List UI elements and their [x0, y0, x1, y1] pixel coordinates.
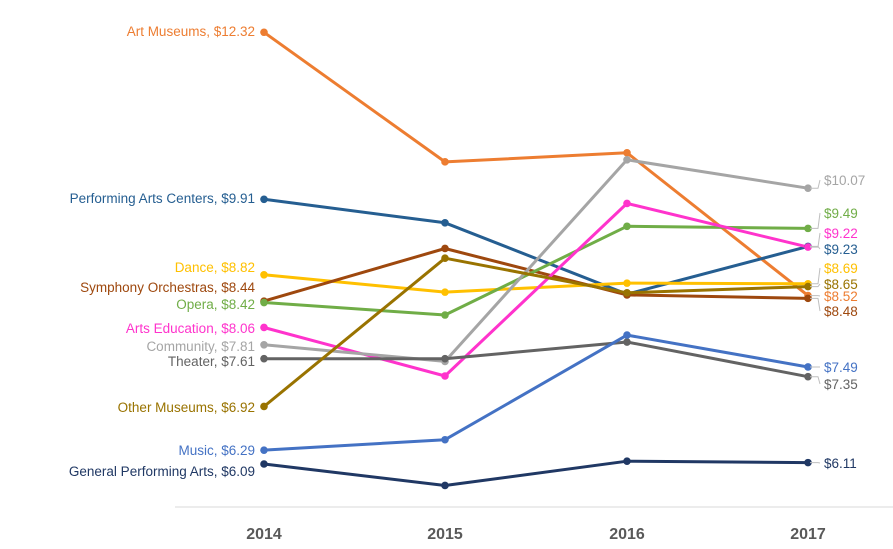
right-label-arts-education: $9.22 — [824, 226, 858, 241]
data-point-theater-2016 — [623, 338, 631, 346]
series-line-dance — [263, 273, 809, 294]
right-label-music: $7.49 — [824, 360, 858, 375]
data-point-general-performing-arts-2016 — [623, 457, 631, 466]
leader-line-dance — [810, 267, 821, 285]
right-label-performing-arts-centers: $9.23 — [824, 242, 858, 257]
data-point-community-2016 — [623, 155, 631, 164]
data-point-music-2017 — [804, 363, 812, 371]
data-point-music-2016 — [623, 331, 631, 339]
data-labels: Art Museums, $12.32 $8.52 Performing Arts … — [69, 24, 865, 479]
right-label-other-museums: $8.65 — [824, 277, 858, 292]
data-point-theater-2014 — [260, 354, 268, 363]
data-point-other-museums-2017 — [804, 282, 812, 291]
right-label-symphony-orchestras: $8.48 — [824, 304, 858, 319]
left-label-other-museums: Other Museums, $6.92 — [118, 400, 255, 415]
left-label-general-performing-arts: General Performing Arts, $6.09 — [69, 464, 255, 479]
data-point-opera-2015 — [441, 311, 449, 319]
series-line-other-museums — [263, 256, 809, 408]
leader-line-symphony-orchestras — [810, 297, 821, 312]
right-label-art-museums: $8.52 — [824, 289, 858, 304]
left-label-symphony-orchestras: Symphony Orchestras, $8.44 — [80, 280, 255, 295]
data-point-general-performing-arts-2014 — [260, 460, 268, 468]
data-point-music-2015 — [441, 435, 449, 444]
series-lines — [263, 31, 809, 487]
data-point-other-museums-2016 — [623, 289, 631, 297]
series-line-general-performing-arts — [263, 459, 809, 487]
data-point-arts-education-2015 — [441, 372, 449, 380]
right-label-opera: $9.49 — [824, 206, 858, 221]
data-point-art-museums-2016 — [623, 149, 631, 157]
left-label-arts-education: Arts Education, $8.06 — [126, 321, 255, 336]
series-line-performing-arts-centers — [263, 197, 809, 296]
data-point-symphony-orchestras-2017 — [804, 294, 812, 303]
series-markers — [260, 28, 812, 490]
data-point-art-museums-2015 — [441, 158, 449, 166]
left-label-art-museums: Art Museums, $12.32 — [127, 24, 255, 39]
leader-line-theater — [810, 376, 821, 385]
data-point-arts-education-2014 — [260, 323, 268, 332]
data-point-symphony-orchestras-2015 — [441, 244, 449, 253]
x-tick-2016: 2016 — [609, 526, 645, 543]
data-point-theater-2015 — [441, 354, 449, 363]
left-label-performing-arts-centers: Performing Arts Centers, $9.91 — [70, 191, 255, 206]
series-line-theater — [264, 340, 809, 379]
data-point-arts-education-2016 — [623, 199, 631, 208]
left-label-dance: Dance, $8.82 — [175, 260, 255, 275]
data-point-dance-2016 — [623, 279, 631, 287]
series-line-community — [263, 158, 809, 363]
data-point-community-2014 — [260, 341, 268, 349]
leader-line-community — [810, 179, 821, 189]
data-point-opera-2016 — [623, 222, 631, 231]
data-point-dance-2015 — [441, 288, 449, 296]
right-label-community: $10.07 — [824, 173, 865, 188]
x-tick-2017: 2017 — [790, 526, 826, 543]
leader-lines — [810, 179, 821, 464]
data-point-general-performing-arts-2017 — [804, 458, 812, 467]
x-tick-2014: 2014 — [246, 526, 282, 543]
left-label-community: Community, $7.81 — [146, 339, 255, 354]
right-label-dance: $8.69 — [824, 261, 858, 276]
series-line-music — [263, 333, 809, 452]
data-point-community-2017 — [804, 184, 812, 192]
data-point-other-museums-2014 — [260, 402, 268, 411]
data-point-arts-education-2017 — [804, 243, 812, 251]
leader-line-other-museums — [810, 283, 821, 288]
data-point-performing-arts-centers-2015 — [441, 219, 449, 227]
leader-line-arts-education — [810, 232, 821, 248]
series-line-opera — [263, 224, 809, 317]
left-label-theater: Theater, $7.61 — [168, 354, 255, 369]
data-point-art-museums-2014 — [260, 28, 268, 37]
left-label-opera: Opera, $8.42 — [176, 297, 255, 312]
right-label-theater: $7.35 — [824, 377, 858, 392]
data-point-theater-2017 — [804, 372, 812, 381]
data-point-performing-arts-centers-2014 — [260, 195, 268, 204]
data-point-dance-2014 — [260, 271, 268, 279]
data-point-music-2014 — [260, 446, 268, 454]
data-point-general-performing-arts-2015 — [441, 481, 449, 490]
leader-line-opera — [810, 212, 821, 229]
data-point-opera-2014 — [260, 298, 268, 307]
right-label-general-performing-arts: $6.11 — [824, 456, 857, 471]
x-tick-2015: 2015 — [427, 526, 463, 543]
left-label-music: Music, $6.29 — [178, 443, 255, 458]
data-point-opera-2017 — [804, 224, 812, 233]
x-axis-ticks: 2014 2015 2016 2017 — [246, 526, 826, 543]
series-line-art-museums — [263, 31, 809, 297]
data-point-other-museums-2015 — [441, 254, 449, 262]
